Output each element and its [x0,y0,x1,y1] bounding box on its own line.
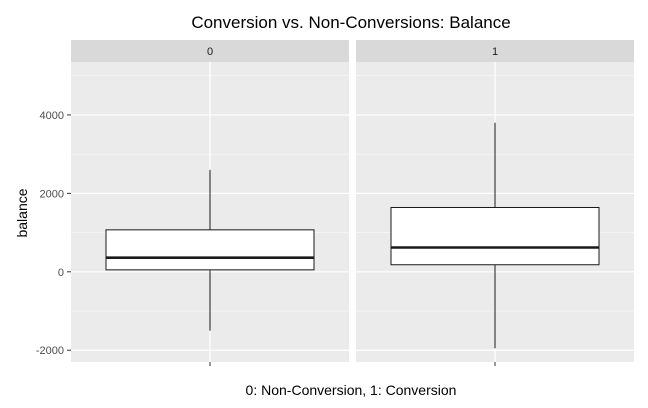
facet-strip [356,40,634,62]
y-tick-label: -2000 [36,345,64,357]
boxplot-0 [105,169,315,331]
y-tick-label: 4000 [40,110,64,122]
boxplot-1 [390,122,600,349]
facet-panel-0: 0 [71,40,349,366]
y-axis-title: balance [14,188,30,237]
y-tick-label: 0 [58,267,64,279]
facet-panel-1: 1 [356,40,634,366]
y-tick-label: 2000 [40,188,64,200]
box-iqr [105,229,315,271]
facet-strip-label: 0 [207,46,213,58]
chart-title: Conversion vs. Non-Conversions: Balance [191,13,510,32]
facet-strip [71,40,349,62]
box-iqr [390,206,600,266]
facet-strip-label: 1 [492,46,498,58]
y-axis: -2000 0 2000 4000 [36,110,71,357]
x-axis-title: 0: Non-Conversion, 1: Conversion [246,382,457,398]
